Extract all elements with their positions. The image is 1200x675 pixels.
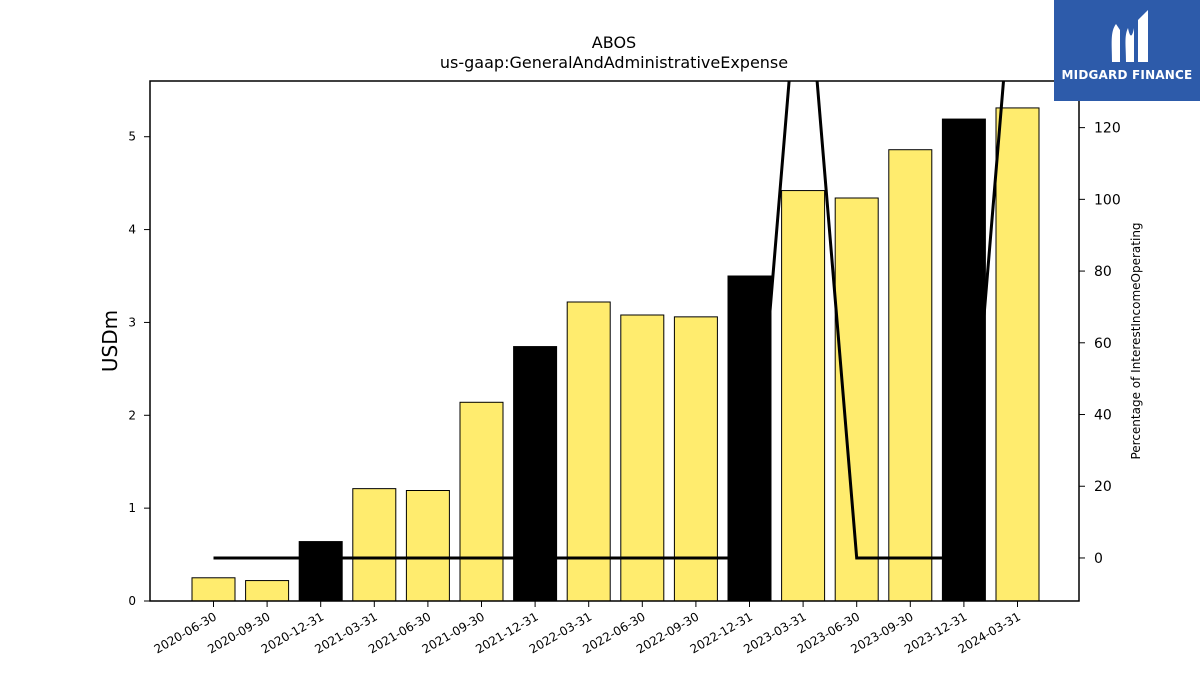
bar-2022-03-31 xyxy=(566,301,611,602)
line-series xyxy=(213,81,1006,560)
bar-2020-12-31 xyxy=(298,541,343,602)
y-tick-label: 4 xyxy=(128,223,136,237)
bar-2020-09-30 xyxy=(245,580,290,602)
bars-group xyxy=(191,107,1040,602)
bar-2021-06-30 xyxy=(405,490,450,602)
bar-2022-06-30 xyxy=(620,314,665,602)
y-tick-label: 3 xyxy=(128,315,136,329)
chart-subtitle: us-gaap:GeneralAndAdministrativeExpense xyxy=(440,53,788,72)
y2-tick-label: 20 xyxy=(1094,479,1112,495)
plot-frame xyxy=(149,80,1080,602)
logo-text: MIDGARD FINANCE xyxy=(1061,68,1193,82)
bar-2023-09-30 xyxy=(888,149,933,602)
y-tick-label: 1 xyxy=(128,501,136,515)
y2-tick-label: 60 xyxy=(1094,336,1112,352)
midgard-logo-icon xyxy=(1111,10,1148,62)
y-tick-label: 0 xyxy=(128,594,136,608)
y2-tick-label: 120 xyxy=(1094,121,1121,137)
bar-2023-03-31 xyxy=(781,190,826,602)
bar-2021-03-31 xyxy=(352,488,397,602)
bar-2024-03-31 xyxy=(995,107,1040,602)
y2-tick-label: 0 xyxy=(1094,551,1103,567)
x-axis-ticks: 2020-06-302020-09-302020-12-312021-03-31… xyxy=(152,601,1023,656)
y2-tick-label: 100 xyxy=(1094,192,1121,208)
bar-2022-12-31 xyxy=(727,275,772,602)
y-tick-label: 2 xyxy=(128,408,136,422)
y2-axis-label: Percentage of InterestIncomeOperating xyxy=(1129,222,1143,459)
y-tick-label: 5 xyxy=(128,130,136,144)
bar-2021-09-30 xyxy=(459,401,504,602)
bar-2021-12-31 xyxy=(513,346,558,602)
right-axis-ticks: 0 20 40 60 80 100 120 xyxy=(1079,121,1121,567)
left-axis-ticks: 0 1 2 3 4 5 xyxy=(128,130,150,608)
line-group xyxy=(213,81,1006,560)
chart-title: ABOS xyxy=(592,33,636,52)
brand-logo: MIDGARD FINANCE xyxy=(1054,0,1200,101)
y-axis-label: USDm xyxy=(98,310,122,372)
bar-2023-12-31 xyxy=(941,118,986,602)
y2-tick-label: 40 xyxy=(1094,408,1112,424)
bar-2022-09-30 xyxy=(673,316,718,602)
bar-2020-06-30 xyxy=(191,577,236,602)
y2-tick-label: 80 xyxy=(1094,264,1112,280)
